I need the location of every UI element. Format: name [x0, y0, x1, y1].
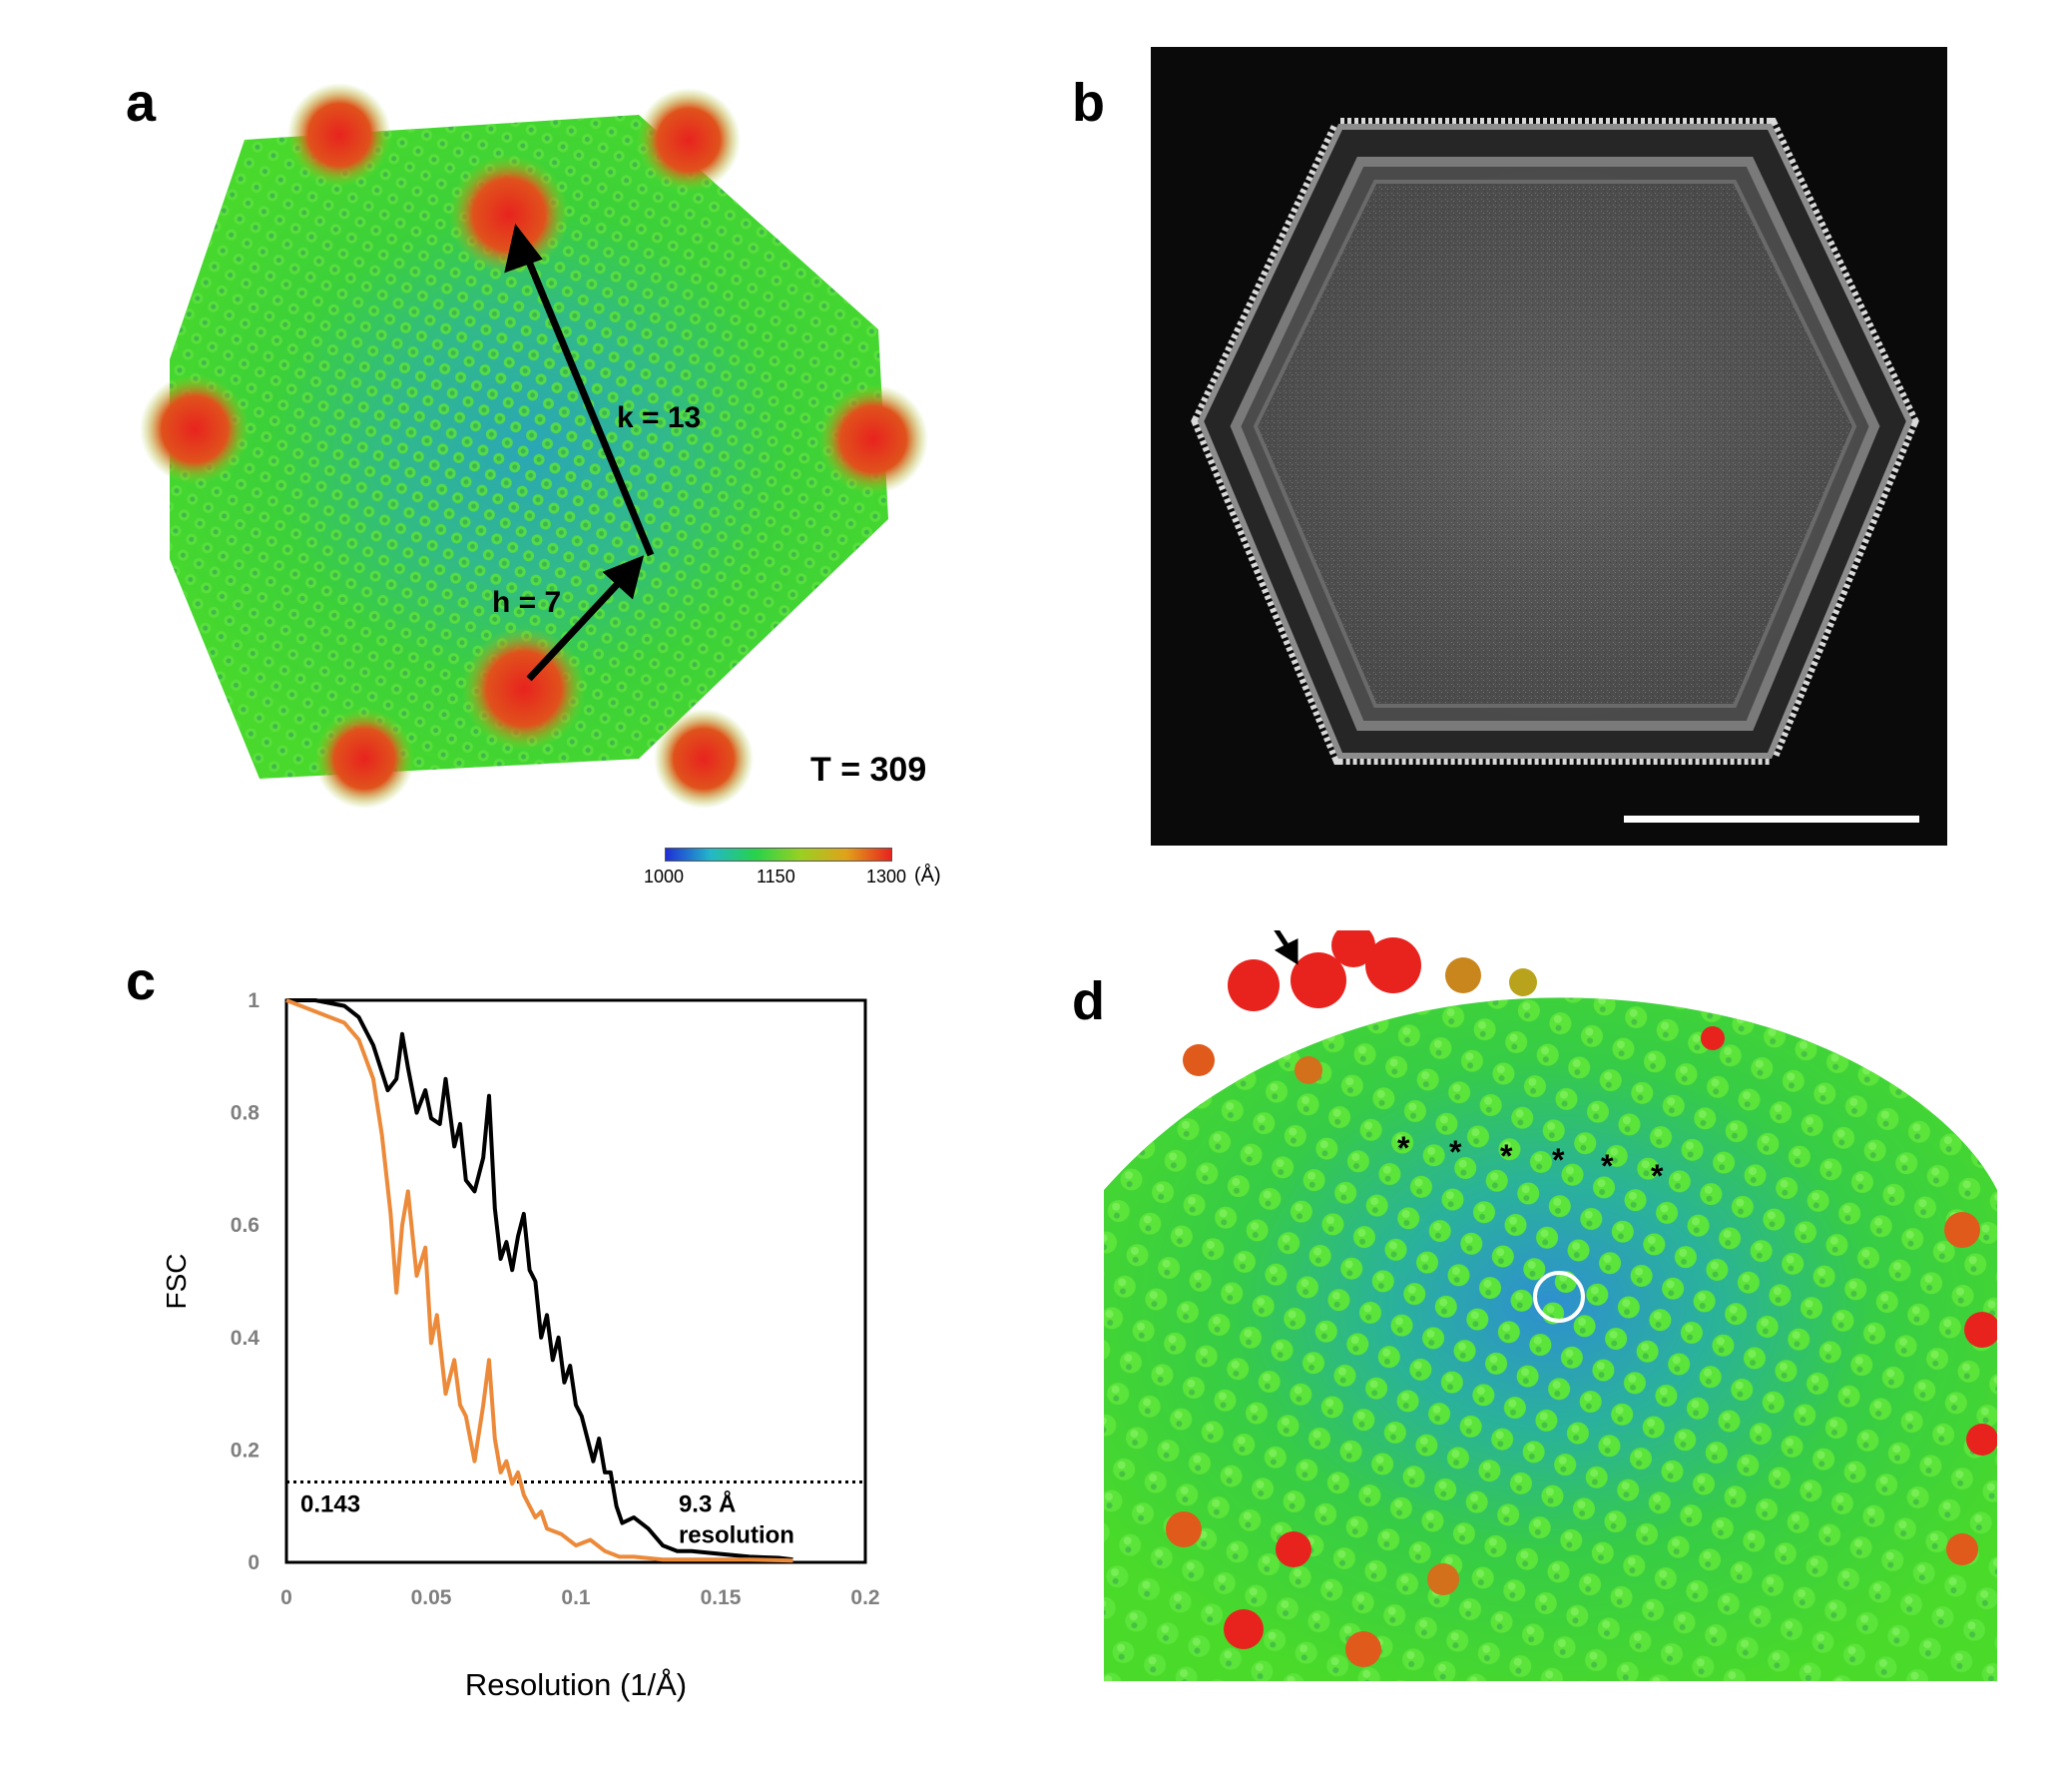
k-label: k = 13	[617, 401, 702, 434]
panel-label-d: d	[1072, 971, 1105, 1031]
x-axis-label: Resolution (1/Å)	[465, 1667, 687, 1702]
colorbar-unit-label: (Å)	[914, 865, 941, 886]
scale-bar	[1624, 816, 1919, 823]
panel-label-c: c	[126, 951, 157, 1011]
panel-d-image	[1104, 930, 1997, 1681]
highlight-circle	[1533, 1271, 1585, 1323]
x-tick-label: 0.2	[850, 1586, 879, 1609]
y-tick-label: 0	[248, 1551, 259, 1574]
x-tick-label: 0.1	[561, 1586, 591, 1609]
h-label: h = 7	[492, 586, 562, 619]
colorbar-min-label: 1000	[644, 867, 685, 886]
resolution-annotation-line2: resolution	[679, 1521, 794, 1548]
y-tick-label: 0.2	[231, 1439, 259, 1462]
fsc-series-black	[286, 998, 793, 1562]
asterisk-marker: *	[1552, 1142, 1565, 1178]
x-tick-label: 0	[280, 1586, 292, 1609]
asterisk-marker: *	[1651, 1158, 1664, 1194]
x-tick-label: 0.05	[411, 1586, 452, 1609]
panel-b-image	[1151, 47, 1947, 846]
y-tick-label: 0.6	[231, 1214, 259, 1237]
pointer-arrow	[1274, 930, 1298, 965]
asterisk-marker: *	[1500, 1138, 1513, 1174]
asterisk-marker: *	[1601, 1148, 1614, 1184]
colorbar-max-label: 1300	[866, 867, 907, 886]
y-tick-label: 1	[248, 989, 259, 1012]
plot-frame	[284, 998, 867, 1564]
asterisk-marker: *	[1397, 1130, 1410, 1166]
t-number-label: T = 309	[810, 751, 927, 789]
colorbar-mid-label: 1150	[757, 867, 795, 886]
x-tick-label: 0.15	[701, 1586, 742, 1609]
vertex-spikes-d	[1166, 930, 1997, 1667]
fsc-series-orange	[285, 998, 793, 1563]
panel-label-b: b	[1072, 73, 1105, 133]
y-tick-label: 0.8	[231, 1102, 260, 1125]
colorbar	[665, 848, 892, 862]
asterisk-marker: *	[1449, 1134, 1462, 1170]
y-tick-label: 0.4	[231, 1327, 260, 1350]
threshold-label: 0.143	[300, 1490, 360, 1517]
resolution-annotation-line1: 9.3 Å	[679, 1489, 736, 1517]
panel-label-a: a	[126, 73, 157, 133]
y-axis-label: FSC	[161, 1254, 192, 1310]
